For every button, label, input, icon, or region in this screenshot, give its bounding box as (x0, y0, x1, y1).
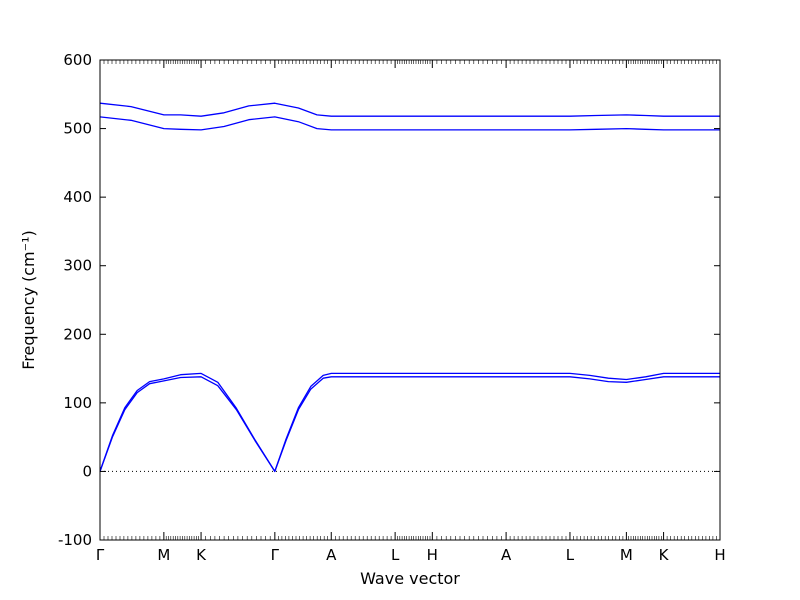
series-line-4 (99, 102, 720, 117)
y-tick-label: 200 (63, 325, 92, 343)
y-ticks: -100 0 100 200 300 400 500 600 (58, 51, 720, 549)
x-axis-title: Wave vector (360, 569, 460, 588)
y-tick-label: 300 (63, 257, 92, 275)
plot-area (99, 59, 721, 541)
x-tick-label: A (326, 546, 337, 564)
y-tick-label: 500 (63, 120, 92, 138)
x-tick-label: L (566, 546, 575, 564)
plot-frame (99, 59, 721, 541)
y-axis-title: Frequency (cm⁻¹) (19, 230, 38, 369)
x-tick-label: Γ (96, 546, 105, 564)
y-tick-label: 0 (82, 462, 92, 480)
series-line-2 (99, 372, 720, 473)
x-tick-label: M (157, 546, 170, 564)
x-tick-label: L (391, 546, 400, 564)
series-line-1 (99, 376, 720, 473)
x-tick-label: H (427, 546, 438, 564)
x-tick-label: A (501, 546, 512, 564)
x-tick-label: M (620, 546, 633, 564)
y-tick-label: 100 (63, 394, 92, 412)
x-tick-label: K (659, 546, 670, 564)
y-tick-label: 600 (63, 51, 92, 69)
y-tick-label: -100 (58, 531, 92, 549)
x-tick-label: Γ (271, 546, 280, 564)
minor-x-tick-marks (103, 60, 717, 540)
series-line-3 (99, 116, 720, 131)
x-tick-label: K (196, 546, 207, 564)
y-tick-label: 400 (63, 188, 92, 206)
x-tick-label: H (714, 546, 725, 564)
